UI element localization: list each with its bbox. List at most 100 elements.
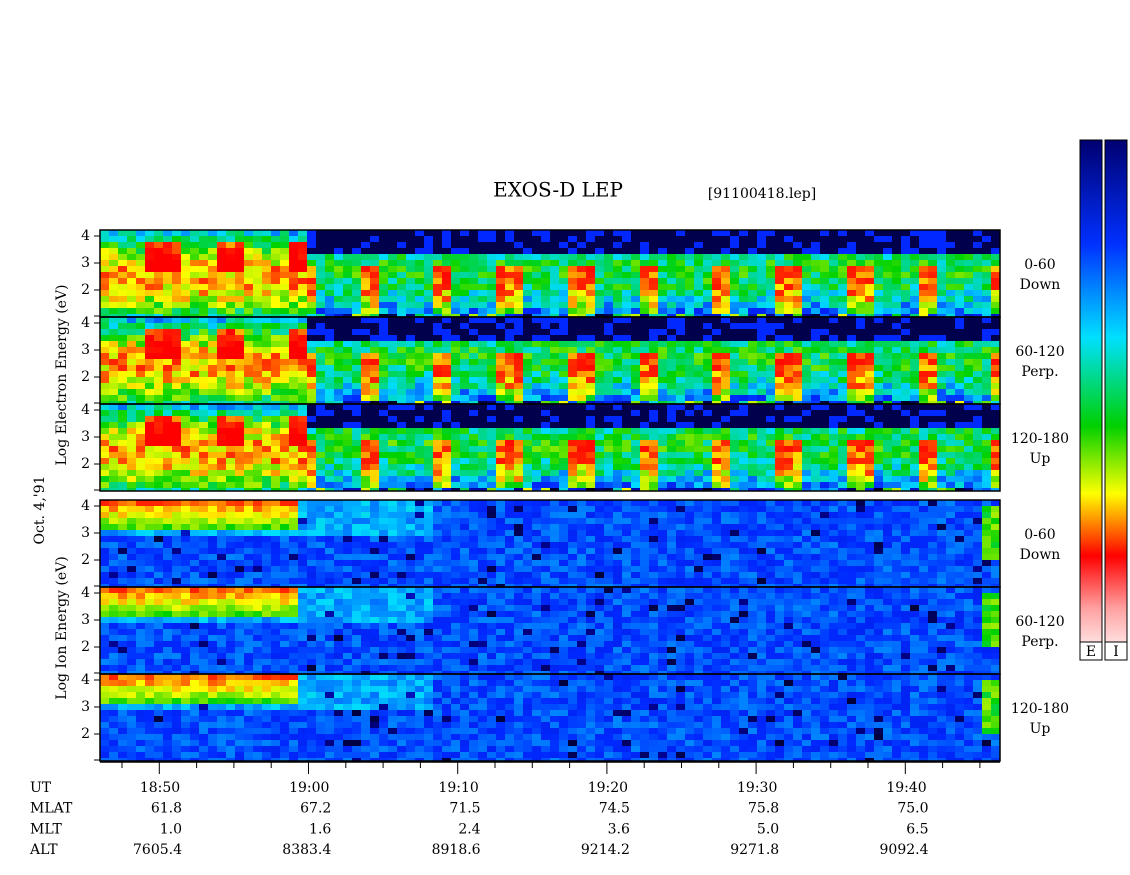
spectrogram-cell	[379, 254, 388, 260]
spectrogram-cell	[361, 266, 370, 272]
spectrogram-cell	[586, 341, 595, 347]
spectrogram-cell	[892, 323, 901, 329]
spectrogram-cell	[244, 341, 253, 347]
spectrogram-cell	[541, 416, 550, 422]
spectrogram-cell	[676, 272, 685, 278]
spectrogram-cell	[982, 347, 991, 353]
spectrogram-cell	[388, 272, 397, 278]
spectrogram-cell	[568, 377, 577, 383]
spectrogram-cell	[316, 314, 325, 317]
spectrogram-cell	[343, 470, 352, 476]
spectrogram-cell	[217, 506, 226, 512]
spectrogram-cell	[802, 377, 811, 383]
spectrogram-cell	[136, 272, 145, 278]
spectrogram-cell	[964, 308, 973, 314]
spectrogram-cell	[577, 428, 586, 434]
spectrogram-cell	[163, 440, 172, 446]
spectrogram-cell	[388, 536, 397, 542]
spectrogram-cell	[955, 377, 964, 383]
spectrogram-cell	[424, 452, 433, 458]
spectrogram-cell	[586, 308, 595, 314]
spectrogram-cell	[991, 470, 1000, 476]
spectrogram-cell	[253, 482, 262, 488]
spectrogram-cell	[154, 428, 163, 434]
spectrogram-cell	[109, 458, 118, 464]
spectrogram-cell	[901, 266, 910, 272]
spectrogram-cell	[343, 566, 352, 572]
spectrogram-cell	[235, 464, 244, 470]
spectrogram-cell	[271, 404, 280, 410]
spectrogram-cell	[883, 389, 892, 395]
spectrogram-cell	[253, 434, 262, 440]
spectrogram-cell	[127, 536, 136, 542]
spectrogram-cell	[829, 470, 838, 476]
spectrogram-cell	[595, 458, 604, 464]
spectrogram-cell	[937, 302, 946, 308]
spectrogram-cell	[226, 566, 235, 572]
spectrogram-cell	[415, 383, 424, 389]
spectrogram-cell	[748, 317, 757, 323]
spectrogram-cell	[406, 464, 415, 470]
spectrogram-cell	[838, 389, 847, 395]
spectrogram-cell	[136, 377, 145, 383]
spectrogram-cell	[406, 458, 415, 464]
spectrogram-cell	[217, 296, 226, 302]
spectrogram-cell	[442, 458, 451, 464]
spectrogram-cell	[208, 584, 217, 587]
spectrogram-cell	[937, 317, 946, 323]
spectrogram-cell	[946, 236, 955, 242]
spectrogram-cell	[217, 434, 226, 440]
spectrogram-cell	[208, 290, 217, 296]
spectrogram-cell	[721, 476, 730, 482]
spectrogram-cell	[235, 422, 244, 428]
spectrogram-cell	[217, 428, 226, 434]
spectrogram-cell	[163, 359, 172, 365]
spectrogram-cell	[271, 242, 280, 248]
spectrogram-cell	[118, 572, 127, 578]
spectrogram-cell	[154, 530, 163, 536]
spectrogram-cell	[280, 518, 289, 524]
spectrogram-cell	[172, 242, 181, 248]
spectrogram-cell	[586, 470, 595, 476]
spectrogram-cell	[559, 302, 568, 308]
spectrogram-cell	[982, 314, 991, 317]
spectrogram-cell	[343, 530, 352, 536]
spectrogram-cell	[613, 323, 622, 329]
spectrogram-cell	[955, 464, 964, 470]
spectrogram-cell	[235, 371, 244, 377]
spectrogram-cell	[901, 428, 910, 434]
spectrogram-cell	[910, 428, 919, 434]
spectrogram-cell	[370, 476, 379, 482]
spectrogram-cell	[253, 296, 262, 302]
spectrogram-cell	[802, 410, 811, 416]
spectrogram-cell	[136, 302, 145, 308]
spectrogram-cell	[937, 428, 946, 434]
spectrogram-cell	[208, 572, 217, 578]
spectrogram-cell	[244, 284, 253, 290]
spectrogram-cell	[370, 335, 379, 341]
spectrogram-cell	[415, 488, 424, 491]
spectrogram-cell	[118, 536, 127, 542]
spectrogram-cell	[424, 317, 433, 323]
spectrogram-cell	[433, 308, 442, 314]
spectrogram-cell	[442, 440, 451, 446]
spectrogram-cell	[370, 371, 379, 377]
spectrogram-cell	[784, 248, 793, 254]
spectrogram-cell	[298, 440, 307, 446]
spectrogram-cell	[127, 440, 136, 446]
spectrogram-cell	[442, 395, 451, 401]
spectrogram-cell	[163, 401, 172, 404]
spectrogram-cell	[658, 317, 667, 323]
spectrogram-cell	[118, 377, 127, 383]
spectrogram-cell	[514, 470, 523, 476]
spectrogram-cell	[262, 488, 271, 491]
spectrogram-cell	[541, 365, 550, 371]
spectrogram-cell	[199, 260, 208, 266]
spectrogram-cell	[550, 278, 559, 284]
spectrogram-cell	[640, 470, 649, 476]
spectrogram-cell	[361, 428, 370, 434]
spectrogram-cell	[955, 395, 964, 401]
spectrogram-cell	[271, 314, 280, 317]
spectrogram-cell	[460, 278, 469, 284]
spectrogram-cell	[496, 248, 505, 254]
